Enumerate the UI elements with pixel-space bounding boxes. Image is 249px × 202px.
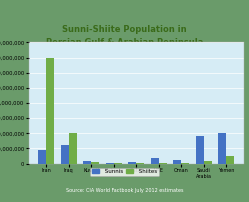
Bar (174, 160, 181, 164)
Bar (159, 163, 167, 164)
Bar (114, 163, 122, 164)
Bar (38, 150, 46, 164)
Bar (83, 161, 91, 164)
Bar (136, 163, 144, 164)
Text: Sunni-Shiite Population in
Persian Gulf & Arabian Peninsula: Sunni-Shiite Population in Persian Gulf … (46, 25, 203, 47)
Text: Source: CIA World Factbook July 2012 estimates: Source: CIA World Factbook July 2012 est… (66, 188, 183, 193)
Bar (46, 58, 54, 164)
Bar (91, 162, 99, 164)
Bar (61, 145, 69, 164)
Bar (204, 161, 212, 164)
Bar (226, 156, 234, 164)
Bar (151, 158, 159, 164)
Bar (218, 133, 226, 164)
Bar (181, 163, 189, 164)
Bar (128, 162, 136, 164)
Bar (196, 136, 204, 164)
Legend:  Sunnis,  Shiites: Sunnis, Shiites (90, 167, 159, 176)
Bar (69, 133, 77, 164)
Bar (106, 163, 114, 164)
